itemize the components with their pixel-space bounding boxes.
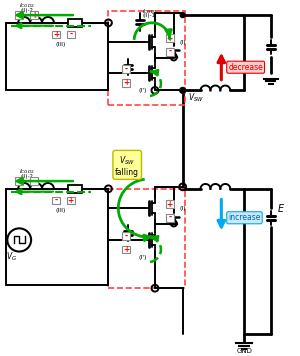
Bar <box>122 65 130 73</box>
Text: -: - <box>168 47 171 56</box>
Bar <box>30 177 38 185</box>
Polygon shape <box>170 50 178 58</box>
Text: +: + <box>123 245 129 254</box>
Text: $V_{SW}$
falling: $V_{SW}$ falling <box>115 154 139 177</box>
Bar <box>108 189 185 288</box>
Text: (II)-2: (II)-2 <box>21 8 34 13</box>
Text: $I_{CGD2}$: $I_{CGD2}$ <box>19 167 35 176</box>
Bar <box>67 197 75 204</box>
Text: -: - <box>18 11 21 20</box>
Text: $V_G$: $V_G$ <box>6 250 17 263</box>
Text: -: - <box>125 232 128 241</box>
Bar <box>122 232 130 240</box>
Bar <box>68 19 82 27</box>
Text: -: - <box>69 30 72 39</box>
Text: +: + <box>31 11 37 20</box>
Bar <box>15 11 23 19</box>
Bar <box>122 79 130 87</box>
Text: (I'): (I') <box>139 255 147 260</box>
Text: +: + <box>167 34 173 43</box>
Bar <box>52 31 60 38</box>
Bar <box>15 177 23 185</box>
Circle shape <box>180 88 186 93</box>
Text: +: + <box>68 196 74 205</box>
Polygon shape <box>170 217 178 225</box>
Text: -: - <box>32 177 36 185</box>
Text: +: + <box>167 200 173 209</box>
Text: -: - <box>168 213 171 222</box>
Text: -: - <box>125 65 128 74</box>
Circle shape <box>180 13 185 17</box>
Text: (II)-2: (II)-2 <box>21 174 34 179</box>
Text: (III): (III) <box>56 208 66 213</box>
Text: $V_{SW}$: $V_{SW}$ <box>188 92 204 104</box>
Bar <box>108 11 185 105</box>
Text: -: - <box>54 196 57 205</box>
Bar <box>166 200 174 208</box>
Bar <box>68 185 82 193</box>
Text: (I): (I) <box>180 40 186 44</box>
Text: (II)-1: (II)-1 <box>142 12 155 17</box>
Text: (III): (III) <box>56 42 66 47</box>
Bar <box>67 31 75 38</box>
Text: $E$: $E$ <box>277 202 285 214</box>
Text: decrease: decrease <box>228 63 263 72</box>
Bar <box>166 35 174 42</box>
Bar <box>30 11 38 19</box>
Bar <box>166 214 174 222</box>
Bar <box>122 246 130 253</box>
Bar <box>166 48 174 56</box>
Text: $I_{CGD2}$: $I_{CGD2}$ <box>19 1 35 10</box>
Text: GND: GND <box>236 348 252 354</box>
Text: $I_{CGD1}$: $I_{CGD1}$ <box>142 7 158 16</box>
Text: (I): (I) <box>180 206 186 211</box>
Text: (I'): (I') <box>139 88 147 93</box>
Text: +: + <box>16 177 22 185</box>
Bar <box>52 197 60 204</box>
Text: +: + <box>123 78 129 87</box>
Text: increase: increase <box>228 213 261 222</box>
Text: +: + <box>53 30 59 39</box>
